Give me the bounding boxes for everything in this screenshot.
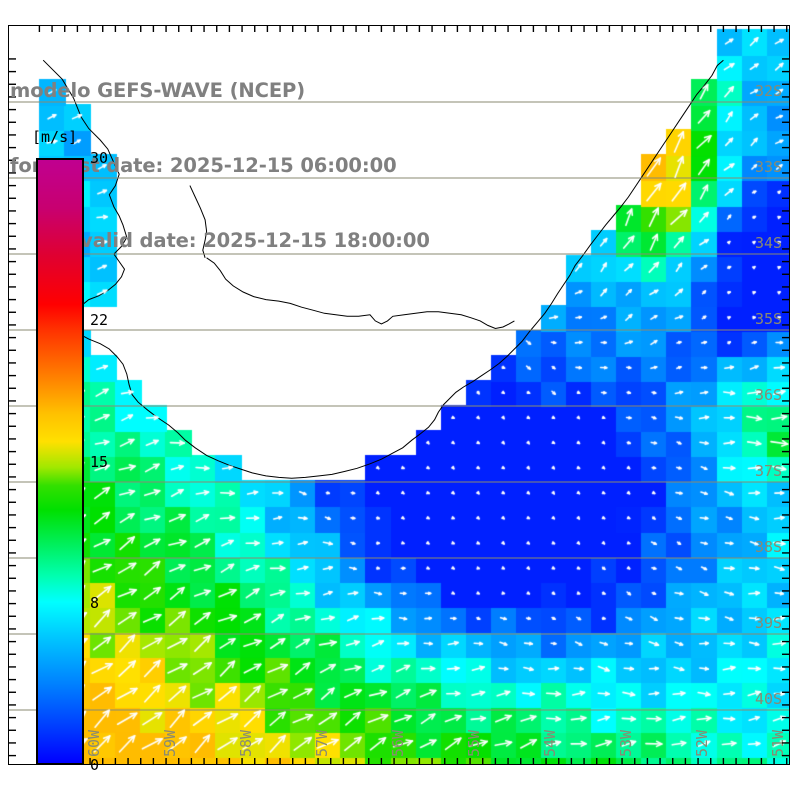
- colorbar-units-label: [m/s]: [32, 128, 78, 146]
- title-model-line: modelo GEFS-WAVE (NCEP): [10, 79, 306, 102]
- wind-direction-arrows: [9, 26, 789, 764]
- title-valid-date: valid date: 2025-12-15 18:00:00: [80, 229, 430, 252]
- colorbar-gradient: [36, 158, 84, 765]
- map-plot-area[interactable]: [8, 25, 790, 765]
